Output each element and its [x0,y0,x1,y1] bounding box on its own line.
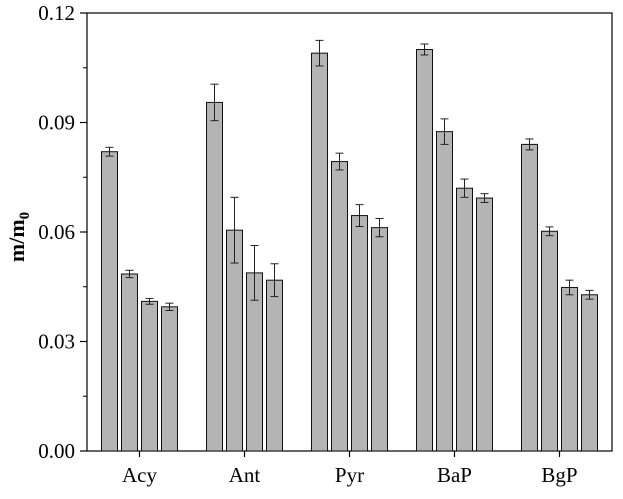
bar [351,215,368,452]
bar [476,197,493,452]
bar [416,49,433,452]
bar [331,161,348,452]
y-axis-label-subscript: 0 [17,212,33,220]
y-tick-label: 0.00 [38,439,75,463]
bar [266,279,283,452]
bar [206,101,223,452]
bar [436,131,453,452]
y-tick-label: 0.12 [38,1,75,25]
bar [581,294,598,452]
x-tick-label: Ant [229,463,261,487]
bar [121,273,138,452]
x-tick-label: Acy [122,463,157,487]
bar [561,286,578,452]
bar [141,300,158,452]
x-tick-label: BaP [437,463,472,487]
bar [456,187,473,452]
y-tick-label: 0.09 [38,111,75,135]
y-axis-label: m/m0 [4,212,33,262]
plot-area: 0.00 0.03 0.06 0.09 0.12 Acy Ant Pyr BaP BgP [38,1,613,487]
bar [521,143,538,452]
bar [101,151,118,452]
x-tick-label: BgP [541,463,577,487]
bar [371,227,388,452]
y-tick-label: 0.03 [38,330,75,354]
bar [541,230,558,452]
bar [311,52,328,452]
x-tick-label: Pyr [335,463,364,487]
bar [161,306,178,452]
y-tick-label: 0.06 [38,220,75,244]
